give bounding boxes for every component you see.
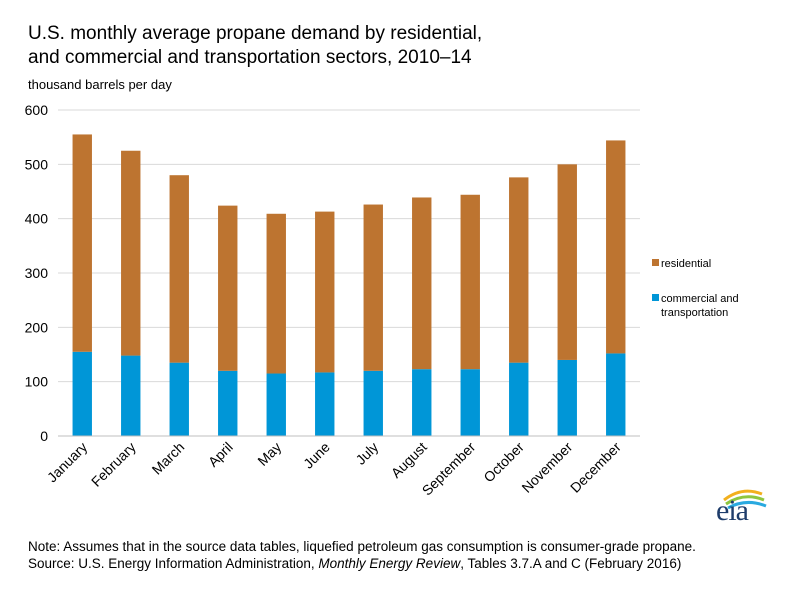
- bar-residential: [218, 205, 238, 371]
- y-tick-label: 300: [25, 265, 49, 281]
- bar-residential: [557, 164, 577, 360]
- x-tick-label: February: [88, 439, 139, 490]
- legend-label-commercial-line2: transportation: [661, 307, 728, 319]
- y-tick-label: 0: [40, 428, 48, 444]
- bar-residential: [606, 140, 626, 354]
- x-tick-label: July: [352, 439, 381, 468]
- y-tick-label: 100: [25, 374, 49, 390]
- bar-residential: [412, 197, 432, 370]
- x-tick-label: December: [567, 439, 624, 496]
- bar-commercial-transportation: [606, 353, 626, 436]
- bar-commercial-transportation: [218, 370, 238, 436]
- y-tick-label: 400: [25, 211, 49, 227]
- eia-logo-text: eia: [716, 494, 749, 527]
- bars: [72, 134, 626, 436]
- bar-commercial-transportation: [72, 351, 92, 436]
- y-tick-label: 500: [25, 156, 49, 172]
- bar-commercial-transportation: [315, 372, 335, 436]
- note-text: Note: Assumes that in the source data ta…: [28, 539, 696, 554]
- x-tick-label: October: [480, 439, 527, 486]
- legend-label-commercial-line1: commercial and: [661, 293, 739, 305]
- x-tick-label: January: [44, 439, 91, 486]
- bar-commercial-transportation: [121, 355, 141, 436]
- x-tick-label: May: [254, 439, 284, 469]
- bar-commercial-transportation: [412, 369, 432, 436]
- footnote: Note: Assumes that in the source data ta…: [28, 538, 696, 572]
- chart-title: U.S. monthly average propane demand by r…: [28, 22, 768, 70]
- source-suffix: , Tables 3.7.A and C (February 2016): [460, 556, 682, 571]
- eia-logo-swoosh-icon: [723, 489, 767, 510]
- legend-swatch-commercial: [652, 294, 659, 301]
- bar-commercial-transportation: [557, 359, 577, 436]
- bar-residential: [72, 134, 92, 352]
- chart-title-line2: and commercial and transportation sector…: [28, 47, 472, 68]
- y-axis-unit-label: thousand barrels per day: [28, 77, 172, 92]
- y-tick-label: 600: [25, 102, 49, 118]
- gridlines: [58, 109, 640, 383]
- bar-residential: [509, 177, 529, 363]
- x-tick-label: June: [300, 439, 333, 472]
- x-tick-label: March: [149, 439, 188, 478]
- bar-commercial-transportation: [460, 369, 480, 436]
- bar-residential: [169, 175, 189, 363]
- y-tick-label: 200: [25, 319, 49, 335]
- source-prefix: Source: U.S. Energy Information Administ…: [28, 556, 319, 571]
- x-tick-label: April: [205, 439, 236, 470]
- chart-title-line1: U.S. monthly average propane demand by r…: [28, 23, 483, 44]
- x-tick-label: November: [518, 439, 575, 496]
- bar-commercial-transportation: [169, 362, 189, 436]
- legend-swatch-residential: [652, 259, 659, 266]
- x-tick-label: August: [388, 439, 430, 481]
- bar-commercial-transportation: [363, 370, 383, 436]
- bar-residential: [121, 150, 141, 356]
- x-tick-label: September: [419, 439, 479, 499]
- source-text: Source: U.S. Energy Information Administ…: [28, 555, 696, 572]
- bar-commercial-transportation: [266, 373, 286, 436]
- bar-residential: [363, 204, 383, 371]
- eia-logo: eia: [712, 486, 772, 528]
- source-publication: Monthly Energy Review: [318, 556, 461, 571]
- bar-residential: [460, 194, 480, 370]
- bar-commercial-transportation: [509, 362, 529, 436]
- legend-label-residential: residential: [661, 258, 711, 270]
- bar-residential: [315, 211, 335, 373]
- legend: residential commercial and transportation: [652, 258, 739, 319]
- bar-residential: [266, 213, 286, 374]
